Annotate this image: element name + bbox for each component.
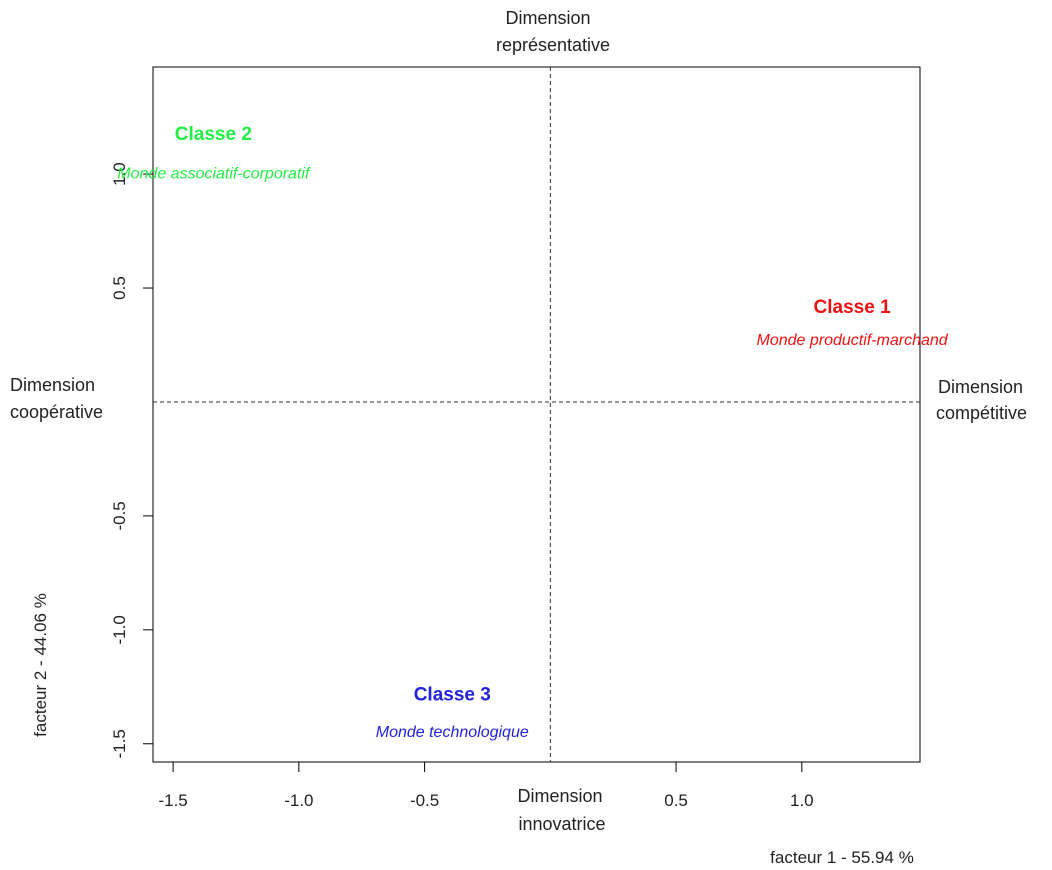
class-point-2: Classe 2 Monde associatif-corporatif [117,124,311,183]
y-tick-label: 1.0 [110,162,129,186]
dimension-right-line1: Dimension [938,377,1023,397]
plot-frame [152,66,921,763]
y-tick-label: -1.0 [110,615,129,644]
x-axis-title: facteur 1 - 55.94 % [770,848,914,867]
y-tick-label: -1.5 [110,729,129,758]
class-label: Classe 1 [814,297,892,318]
dimension-right-line2: compétitive [936,403,1027,423]
x-tick-label: -1.5 [158,791,187,810]
y-axis-ticks: -1.5 -1.0 -0.5 0.5 1.0 [110,162,153,758]
dimension-top-line2: représentative [496,35,610,55]
y-tick-label: -0.5 [110,501,129,530]
class-subtitle: Monde associatif-corporatif [117,166,311,183]
class-points: Classe 1 Monde productif-marchand Classe 2… [117,124,948,741]
class-subtitle: Monde productif-marchand [756,332,948,349]
dimension-top-line1: Dimension [505,8,590,28]
x-axis-ticks: -1.5 -1.0 -0.5 0.5 1.0 [158,762,814,810]
y-axis-title: facteur 2 - 44.06 % [31,593,50,737]
class-subtitle: Monde technologique [376,724,529,741]
class-point-1: Classe 1 Monde productif-marchand [756,297,948,349]
class-point-3: Classe 3 Monde technologique [376,684,529,740]
dimension-left-line2: coopérative [10,402,103,422]
class-label: Classe 2 [175,124,252,145]
dimension-bottom-line1: Dimension [517,786,602,806]
x-tick-label: 1.0 [790,791,814,810]
x-tick-label: -1.0 [284,791,313,810]
y-tick-label: 0.5 [110,276,129,300]
x-tick-label: -0.5 [410,791,439,810]
x-tick-label: 0.5 [664,791,688,810]
dimension-left-line1: Dimension [10,375,95,395]
class-label: Classe 3 [414,684,491,705]
dimension-bottom-line2: innovatrice [518,814,605,834]
